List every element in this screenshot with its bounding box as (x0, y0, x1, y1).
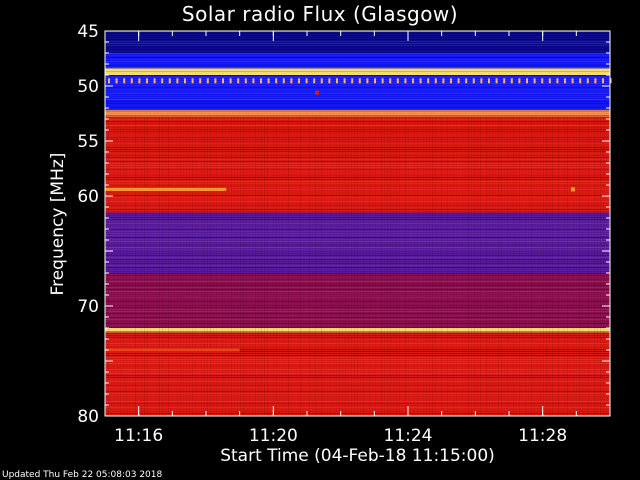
y-tick-label: 55 (77, 132, 99, 152)
feature-dot (570, 187, 575, 192)
plot-area (105, 31, 612, 417)
band-yellow-stripe (105, 328, 610, 333)
band-blue (105, 53, 610, 69)
y-tick-label: 70 (77, 297, 99, 317)
band-red (105, 332, 610, 416)
x-tick-label: 11:28 (518, 426, 567, 446)
feature-segment (105, 187, 227, 191)
texture (105, 31, 610, 417)
band-yellow-stripe (105, 68, 610, 75)
dotted-stripe (108, 78, 612, 84)
x-tick-label: 11:16 (114, 426, 163, 446)
band-blue (105, 75, 610, 111)
x-tick-label: 11:20 (249, 426, 298, 446)
y-tick-label: 50 (77, 77, 99, 97)
x-tick-label: 11:24 (384, 426, 433, 446)
updated-timestamp: Updated Thu Feb 22 05:08:03 2018 (2, 470, 163, 480)
plot-frame (104, 30, 611, 417)
x-axis-label: Start Time (04-Feb-18 11:15:00) (220, 446, 495, 466)
band-red (105, 116, 610, 213)
chart-title: Solar radio Flux (Glasgow) (181, 2, 459, 26)
y-tick-label: 60 (77, 187, 99, 207)
band-red-purple (105, 273, 610, 328)
features-layer (105, 90, 575, 352)
band-purple (105, 212, 610, 273)
y-tick-label: 80 (77, 407, 99, 427)
feature-segment (105, 348, 240, 352)
band-dark-blue (105, 31, 610, 53)
feature-dot (315, 90, 320, 95)
y-axis-label: Frequency [MHz] (48, 152, 68, 296)
axes: 45 50 55 60 70 80 11:16 11:20 11:24 11:28 (77, 22, 611, 446)
band-orange-stripe (105, 110, 610, 117)
y-tick-label: 45 (77, 22, 99, 42)
